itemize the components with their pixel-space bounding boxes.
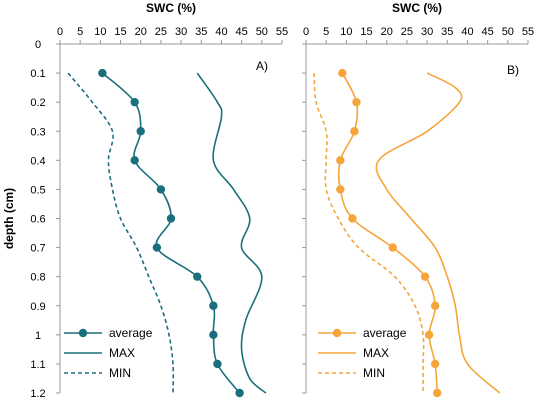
x-tick-label: 10 — [340, 26, 352, 38]
series-line-average — [101, 72, 241, 394]
x-tick-label: 20 — [135, 26, 147, 38]
x-tick-label: 15 — [114, 26, 126, 38]
x-axis-title: SWC (%) — [146, 1, 196, 15]
panel-a: 0 5 10 15 20 25 30 35 40 45 50 55 SWC (%) 0 0.1 0.2 0.3 0… — [2, 1, 288, 400]
data-point — [213, 359, 222, 369]
panel-label: B) — [507, 63, 519, 77]
panel-label: A) — [256, 59, 268, 73]
x-tick-label: 0 — [303, 26, 309, 38]
data-point — [156, 185, 166, 194]
x-tick-label: 40 — [215, 26, 227, 38]
data-point — [348, 214, 357, 223]
data-point — [136, 127, 145, 136]
data-point — [193, 272, 202, 281]
x-tick-label: 40 — [461, 26, 473, 38]
x-tick-label: 35 — [441, 26, 453, 38]
data-point — [420, 272, 430, 281]
legend-label: average — [363, 326, 407, 340]
x-axis-title: SWC (%) — [392, 1, 442, 15]
data-point — [350, 127, 359, 136]
x-tick-label: 10 — [94, 26, 106, 38]
data-point — [209, 330, 218, 340]
y-tick-label: 0.6 — [30, 214, 45, 226]
y-tick-label: 0.4 — [30, 155, 45, 167]
x-tick-label: 25 — [155, 26, 167, 38]
legend-label: MIN — [363, 366, 385, 380]
legend-marker — [332, 328, 342, 338]
data-point — [388, 243, 397, 252]
y-tick-label: 0.3 — [30, 126, 45, 138]
x-tick-label: 50 — [256, 26, 268, 38]
legend-label: MAX — [109, 346, 135, 360]
y-tick-label: 0.1 — [30, 68, 45, 80]
series-line-min — [67, 72, 175, 394]
series-line-max — [196, 72, 267, 394]
x-tick-label: 45 — [482, 26, 494, 38]
x-tick-label: 0 — [57, 26, 63, 38]
data-point — [130, 156, 139, 165]
y-tick-label: 0.9 — [30, 301, 45, 313]
x-tick-label: 25 — [401, 26, 413, 38]
data-point — [352, 97, 361, 107]
data-point — [430, 301, 440, 310]
data-point — [336, 185, 345, 194]
x-tick-label: 35 — [195, 26, 207, 38]
data-point — [98, 68, 107, 78]
y-tick-label: 0.7 — [30, 243, 45, 255]
data-point — [432, 388, 442, 398]
y-tick-label: 0 — [35, 39, 41, 51]
data-point — [152, 243, 162, 252]
data-point — [166, 214, 176, 223]
x-tick-label: 55 — [276, 26, 288, 38]
x-tick-label: 30 — [421, 26, 433, 38]
legend-label: MIN — [109, 366, 131, 380]
series-line-average — [337, 72, 438, 394]
data-point — [235, 388, 244, 398]
y-tick-label: 1 — [35, 330, 41, 342]
data-point — [338, 68, 347, 78]
x-tick-label: 5 — [77, 26, 83, 38]
x-tick-label: 20 — [381, 26, 393, 38]
y-tick-label: 0.2 — [30, 97, 45, 109]
x-tick-label: 15 — [360, 26, 372, 38]
y-axis-title: depth (cm) — [2, 188, 16, 249]
x-tick-label: 5 — [323, 26, 329, 38]
legend-marker — [78, 328, 88, 338]
y-tick-label: 1.2 — [30, 388, 45, 400]
panel-b: 0 5 10 15 20 25 30 35 40 45 50 55 SWC (%) B) average MA… — [302, 1, 534, 398]
data-point — [424, 330, 434, 340]
x-tick-label: 55 — [522, 26, 534, 38]
data-point — [209, 301, 218, 310]
series-line-min — [313, 73, 425, 393]
data-point — [430, 359, 440, 369]
x-tick-label: 30 — [175, 26, 187, 38]
legend-label: MAX — [363, 346, 389, 360]
series-line-max — [375, 72, 501, 394]
data-point — [336, 156, 345, 165]
data-point — [130, 97, 139, 107]
x-tick-label: 45 — [236, 26, 248, 38]
x-tick-label: 50 — [502, 26, 514, 38]
y-tick-label: 0.8 — [30, 272, 45, 284]
y-tick-label: 0.5 — [30, 184, 45, 196]
legend-label: average — [109, 326, 153, 340]
y-tick-label: 1.1 — [30, 359, 45, 371]
